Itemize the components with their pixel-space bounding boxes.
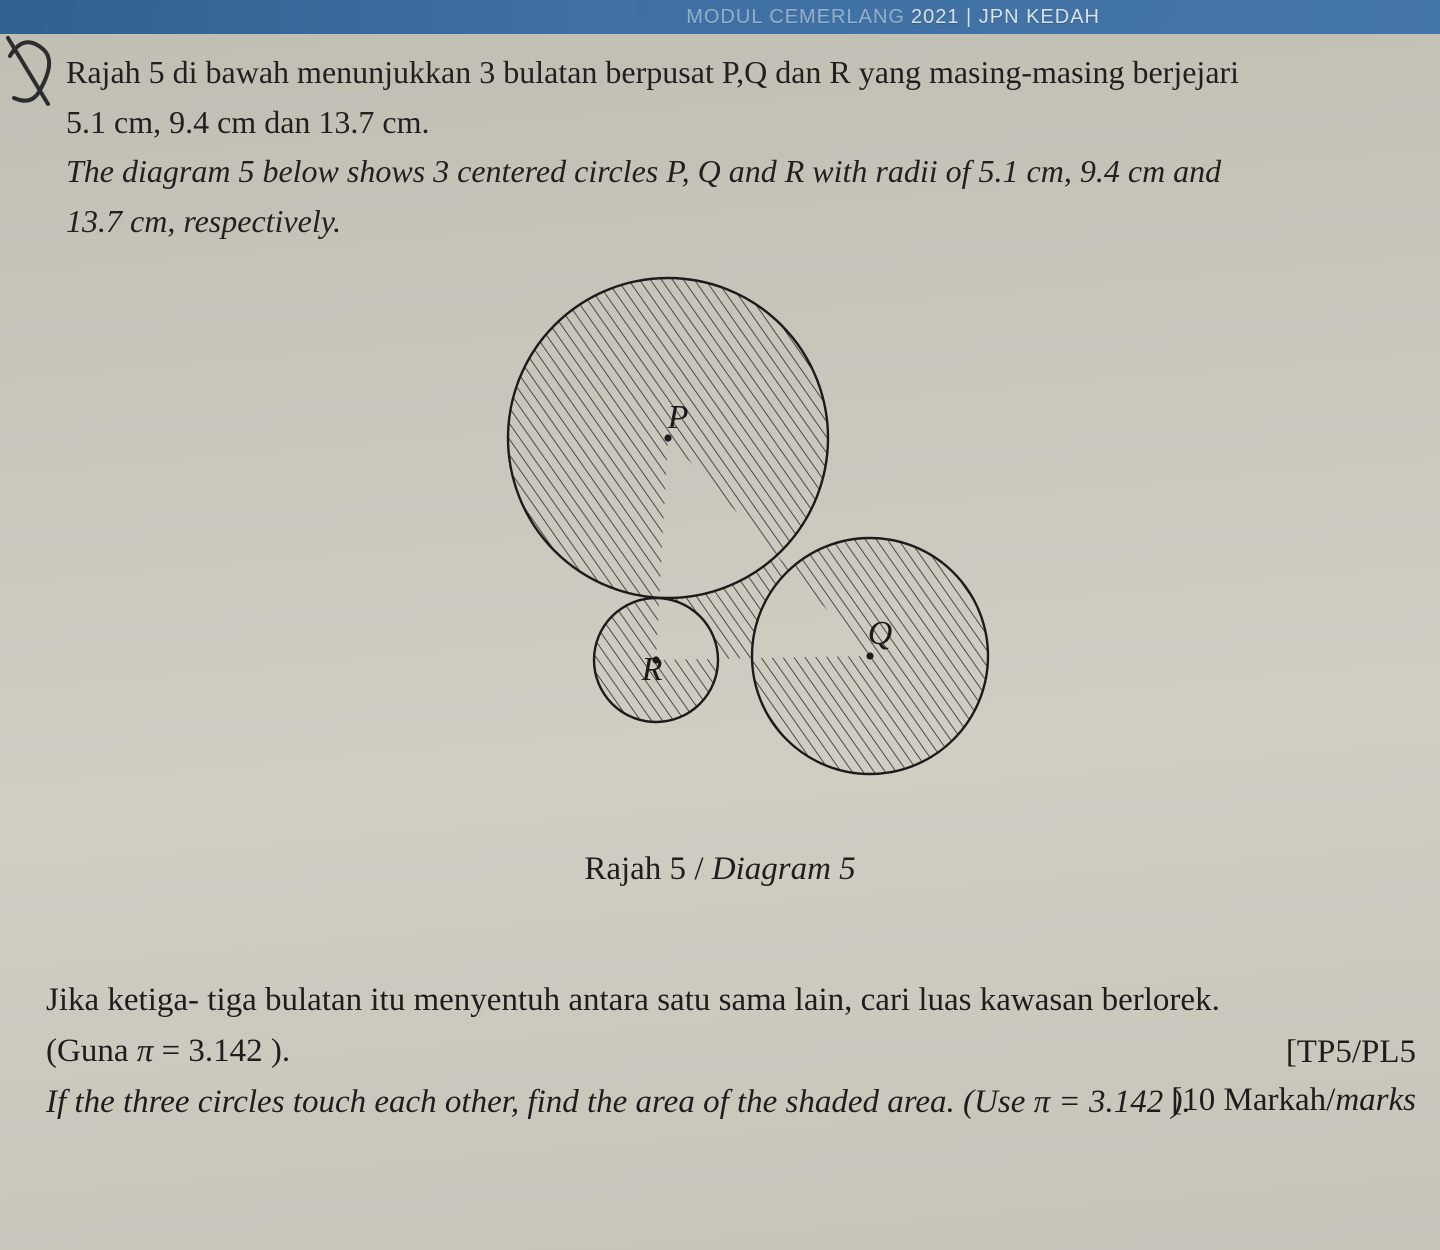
caption-sep: /	[686, 851, 712, 887]
handwritten-margin-mark	[4, 26, 56, 114]
caption-ms: Rajah 5	[584, 851, 686, 887]
circle-label-P: P	[667, 399, 689, 436]
question-text: Rajah 5 di bawah menunjukkan 3 bulatan b…	[66, 48, 1384, 246]
question-prompt: Jika ketiga- tiga bulatan itu menyentuh …	[46, 975, 1416, 1128]
center-dot-Q	[866, 652, 873, 659]
doc-header-banner: MODUL CEMERLANG 2021 | JPN KEDAH	[0, 0, 1440, 34]
exam-page: MODUL CEMERLANG 2021 | JPN KEDAH Rajah 5…	[0, 0, 1440, 1250]
marks-block: [TP5/PL5 [10 Markah/marks	[1171, 1029, 1416, 1125]
tp-code: [TP5/PL5	[1171, 1029, 1416, 1077]
q-english-line1: The diagram 5 below shows 3 centered cir…	[66, 147, 1384, 197]
pi-symbol: π	[137, 1033, 154, 1069]
q-english-line2: 13.7 cm, respectively.	[66, 197, 1384, 247]
pi-symbol-2: π	[1034, 1084, 1051, 1120]
caption-en: Diagram 5	[712, 851, 856, 887]
q-malay-line2: 5.1 cm, 9.4 cm dan 13.7 cm.	[66, 98, 1384, 148]
q-malay-line1: Rajah 5 di bawah menunjukkan 3 bulatan b…	[66, 48, 1384, 98]
banner-text: 2021 | JPN KEDAH	[911, 6, 1100, 29]
diagram-container: P Q R Rajah 5 / Diagram 5	[0, 268, 1440, 888]
marks-line: [10 Markah/marks	[1171, 1077, 1416, 1125]
banner-faded: MODUL CEMERLANG	[686, 6, 905, 29]
circles-diagram: P Q R	[400, 268, 1040, 828]
circle-label-R: R	[641, 651, 663, 688]
circle-label-Q: Q	[868, 615, 893, 652]
diagram-caption: Rajah 5 / Diagram 5	[0, 851, 1440, 888]
prompt-malay: Jika ketiga- tiga bulatan itu menyentuh …	[46, 975, 1416, 1026]
